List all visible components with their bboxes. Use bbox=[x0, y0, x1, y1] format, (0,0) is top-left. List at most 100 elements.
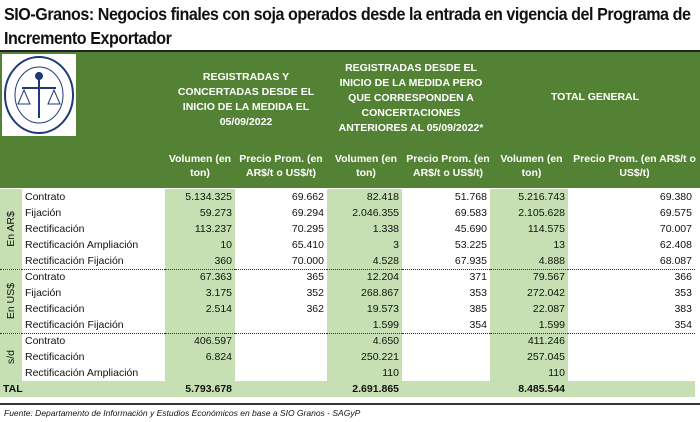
table-row: En AR$ Contrato 5.134.325 69.662 82.418 51.76… bbox=[0, 189, 695, 269]
row-label: Fijación bbox=[22, 285, 165, 301]
volume-cell: 79.567 bbox=[490, 268, 568, 285]
price-cell: 353 bbox=[402, 285, 490, 301]
price-cell: 70.295 bbox=[235, 221, 327, 237]
price-cell: 365 bbox=[235, 268, 327, 285]
volume-cell: 406.597 bbox=[165, 332, 235, 349]
row-label: Rectificación bbox=[22, 301, 165, 317]
table-row: En US$ Contrato 67.363 365 12.204 371 79.567 36… bbox=[0, 268, 695, 333]
table-row: Rectificación 2.514 362 19.573 385 22.087 383 bbox=[0, 301, 695, 317]
price-cell: 68.087 bbox=[568, 253, 695, 269]
currency-group-label: En AR$ bbox=[0, 189, 22, 269]
table-row: Rectificación Fijación 360 70.000 4.528 67.9… bbox=[0, 253, 695, 269]
volume-cell: 113.237 bbox=[165, 221, 235, 237]
volume-cell: 3 bbox=[327, 237, 402, 253]
volume-cell: 2.046.355 bbox=[327, 205, 402, 221]
price-cell: 69.583 bbox=[402, 205, 490, 221]
subheader-volumen: Volumen (en ton) bbox=[500, 153, 563, 179]
volume-cell: 268.867 bbox=[327, 285, 402, 301]
price-cell: 67.935 bbox=[402, 253, 490, 269]
volume-cell: 4.888 bbox=[490, 253, 568, 269]
price-cell: 69.380 bbox=[568, 189, 695, 205]
volume-cell: 10 bbox=[165, 237, 235, 253]
volume-cell bbox=[165, 317, 235, 333]
price-cell: 383 bbox=[568, 301, 695, 317]
table-row: Rectificación Ampliación 110 110 bbox=[0, 365, 695, 381]
row-label: Rectificación Ampliación bbox=[22, 365, 165, 381]
price-cell bbox=[235, 317, 327, 333]
volume-cell: 2.105.628 bbox=[490, 205, 568, 221]
currency-group-label: s/d bbox=[0, 332, 22, 381]
table-row: s/d Contrato 406.597 4.650 411.246 bbox=[0, 332, 695, 381]
volume-cell: 22.087 bbox=[490, 301, 568, 317]
price-cell: 69.575 bbox=[568, 205, 695, 221]
group-header-total-general: TOTAL GENERAL bbox=[550, 90, 640, 103]
table-header: REGISTRADAS Y CONCERTADAS DESDE EL INICI… bbox=[0, 50, 700, 188]
volume-cell: 4.650 bbox=[327, 332, 402, 349]
subheader-precio: Precio Prom. (en AR$/t o US$/t) bbox=[573, 153, 696, 179]
volume-cell: 12.204 bbox=[327, 268, 402, 285]
total-cell: 8.485.544 bbox=[490, 381, 568, 397]
volume-cell: 4.528 bbox=[327, 253, 402, 269]
table-row: Fijación 3.175 352 268.867 353 272.042 353 bbox=[0, 285, 695, 301]
price-cell: 69.294 bbox=[235, 205, 327, 221]
total-cell: 5.793.678 bbox=[165, 381, 235, 397]
price-cell: 352 bbox=[235, 285, 327, 301]
price-cell bbox=[568, 332, 695, 349]
volume-cell: 5.134.325 bbox=[165, 189, 235, 205]
volume-cell: 411.246 bbox=[490, 332, 568, 349]
price-cell bbox=[235, 349, 327, 365]
total-cell bbox=[235, 381, 327, 397]
row-label: Contrato bbox=[22, 189, 165, 205]
price-cell: 371 bbox=[402, 268, 490, 285]
row-label: Rectificación Fijación bbox=[22, 317, 165, 333]
volume-cell: 110 bbox=[490, 365, 568, 381]
page-title: SIO-Granos: Negocios finales con soja op… bbox=[4, 4, 691, 48]
table-row: Fijación 59.273 69.294 2.046.355 69.583 2.105… bbox=[0, 205, 695, 221]
price-cell: 45.690 bbox=[402, 221, 490, 237]
row-label: Rectificación Fijación bbox=[22, 253, 165, 269]
price-cell: 385 bbox=[402, 301, 490, 317]
volume-cell: 1.599 bbox=[327, 317, 402, 333]
price-cell bbox=[568, 365, 695, 381]
price-cell bbox=[402, 332, 490, 349]
price-cell: 362 bbox=[235, 301, 327, 317]
volume-cell: 114.575 bbox=[490, 221, 568, 237]
price-cell: 70.000 bbox=[235, 253, 327, 269]
volume-cell: 13 bbox=[490, 237, 568, 253]
volume-cell: 257.045 bbox=[490, 349, 568, 365]
volume-cell: 5.216.743 bbox=[490, 189, 568, 205]
volume-cell: 1.338 bbox=[327, 221, 402, 237]
volume-cell: 59.273 bbox=[165, 205, 235, 221]
row-label: Rectificación Ampliación bbox=[22, 237, 165, 253]
total-cell bbox=[568, 381, 695, 397]
price-cell bbox=[568, 349, 695, 365]
volume-cell: 82.418 bbox=[327, 189, 402, 205]
row-label: Rectificación bbox=[22, 349, 165, 365]
subheader-precio: Precio Prom. (en AR$/t o US$/t) bbox=[406, 153, 490, 179]
price-cell: 65.410 bbox=[235, 237, 327, 253]
subheader-volumen: Volumen (en ton) bbox=[334, 153, 398, 179]
volume-cell: 3.175 bbox=[165, 285, 235, 301]
row-label: Contrato bbox=[22, 268, 165, 285]
volume-cell: 272.042 bbox=[490, 285, 568, 301]
price-cell: 69.662 bbox=[235, 189, 327, 205]
price-cell: 62.408 bbox=[568, 237, 695, 253]
row-label: Rectificación bbox=[22, 221, 165, 237]
total-label: TAL bbox=[0, 381, 165, 397]
volume-cell: 2.514 bbox=[165, 301, 235, 317]
data-table: En AR$ Contrato 5.134.325 69.662 82.418 51.76… bbox=[0, 189, 695, 397]
price-cell bbox=[402, 365, 490, 381]
table-row: Rectificación 113.237 70.295 1.338 45.690 114… bbox=[0, 221, 695, 237]
table-row: Rectificación 6.824 250.221 257.045 bbox=[0, 349, 695, 365]
price-cell: 51.768 bbox=[402, 189, 490, 205]
volume-cell: 6.824 bbox=[165, 349, 235, 365]
price-cell: 354 bbox=[568, 317, 695, 333]
currency-group-label: En US$ bbox=[0, 268, 22, 333]
volume-cell: 110 bbox=[327, 365, 402, 381]
volume-cell: 1.599 bbox=[490, 317, 568, 333]
total-row: TAL 5.793.678 2.691.865 8.485.544 bbox=[0, 381, 695, 397]
volume-cell bbox=[165, 365, 235, 381]
source-footer: Fuente: Departamento de Información y Es… bbox=[0, 403, 700, 421]
total-cell bbox=[402, 381, 490, 397]
price-cell: 70.007 bbox=[568, 221, 695, 237]
